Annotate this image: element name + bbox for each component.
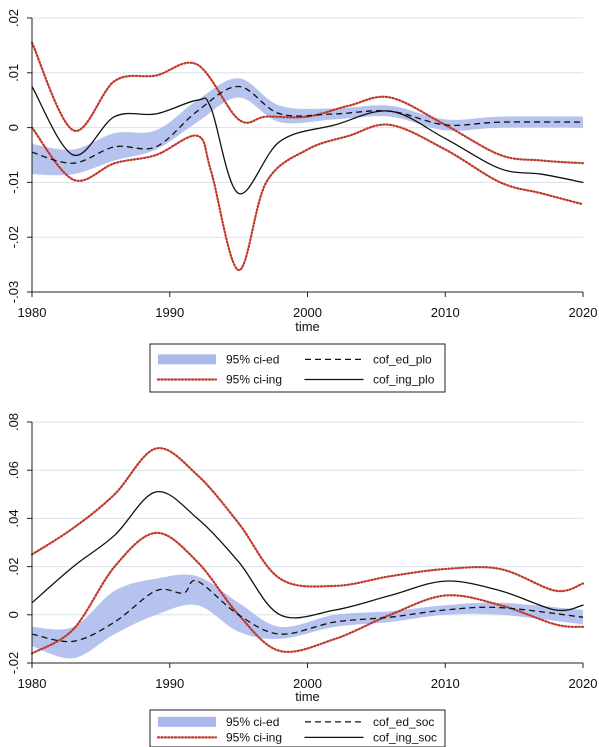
x-tick-label: 1980: [18, 305, 47, 320]
legend-key-band: [158, 354, 216, 365]
ci-ed-band: [32, 78, 583, 176]
x-axis-label: time: [295, 319, 320, 334]
y-tick-label: 0: [6, 124, 21, 131]
x-tick-label: 2000: [293, 305, 322, 320]
y-tick-label: .06: [6, 461, 21, 479]
y-tick-label: .02: [6, 558, 21, 576]
x-tick-label: 2000: [293, 676, 322, 691]
x-axis-label: time: [295, 689, 320, 704]
y-tick-label: .01: [6, 64, 21, 82]
x-tick-label: 2010: [431, 305, 460, 320]
bottom-chart: -.02 0 .02 .04 .06 .08 1980 1990 2000 2010 2020 tim…: [6, 413, 597, 747]
series-line-95-ci-ing: [30, 41, 585, 165]
y-tick-label: -.02: [6, 226, 21, 248]
legend-box: [149, 709, 446, 747]
legend-label: cof_ing_plo: [373, 373, 435, 387]
legend-label: cof_ed_plo: [373, 352, 432, 366]
y-tick-label: -.01: [6, 171, 21, 193]
y-tick-label: .08: [6, 413, 21, 431]
top-chart: -.03 -.02 -.01 0 .01 .02 1980 1990 2000 2010 2020 t…: [6, 9, 598, 393]
y-tick-label: 0: [6, 611, 21, 618]
series-line-95-ci-ing: [30, 531, 585, 655]
legend-label: 95% ci-ing: [226, 373, 282, 387]
ci-ed-band: [32, 574, 583, 659]
legend: 95% ci-ed cof_ed_plo 95% ci-ing cof_ing_plo: [149, 343, 446, 393]
series-line-95-ci-ing: [30, 123, 585, 272]
legend-label: 95% ci-ing: [226, 730, 282, 744]
legend-label: 95% ci-ed: [226, 352, 279, 366]
x-tick-label: 2020: [569, 676, 598, 691]
y-tick-label: .02: [6, 9, 21, 27]
y-tick-label: .04: [6, 509, 21, 527]
series-line-cof-ed-soc: [31, 579, 584, 643]
legend-label: cof_ing_soc: [373, 730, 437, 744]
series-line-cof-ing-soc: [31, 491, 584, 619]
y-tick-label: -.03: [6, 281, 21, 303]
legend-label: 95% ci-ed: [226, 715, 279, 729]
x-tick-label: 1990: [155, 676, 184, 691]
x-tick-label: 2010: [431, 676, 460, 691]
series-line-95-ci-ing: [30, 447, 585, 593]
legend-key-band: [158, 716, 216, 727]
y-tick-label: -.02: [6, 652, 21, 674]
series-line-cof-ed-plo: [31, 85, 584, 164]
x-tick-label: 1990: [155, 305, 184, 320]
x-tick-label: 1980: [18, 676, 47, 691]
series-line-cof-ing-plo: [31, 85, 584, 195]
x-tick-label: 2020: [569, 305, 598, 320]
legend-box: [149, 343, 446, 393]
legend: 95% ci-ed cof_ed_soc 95% ci-ing cof_ing_soc: [149, 709, 446, 747]
legend-label: cof_ed_soc: [373, 715, 434, 729]
